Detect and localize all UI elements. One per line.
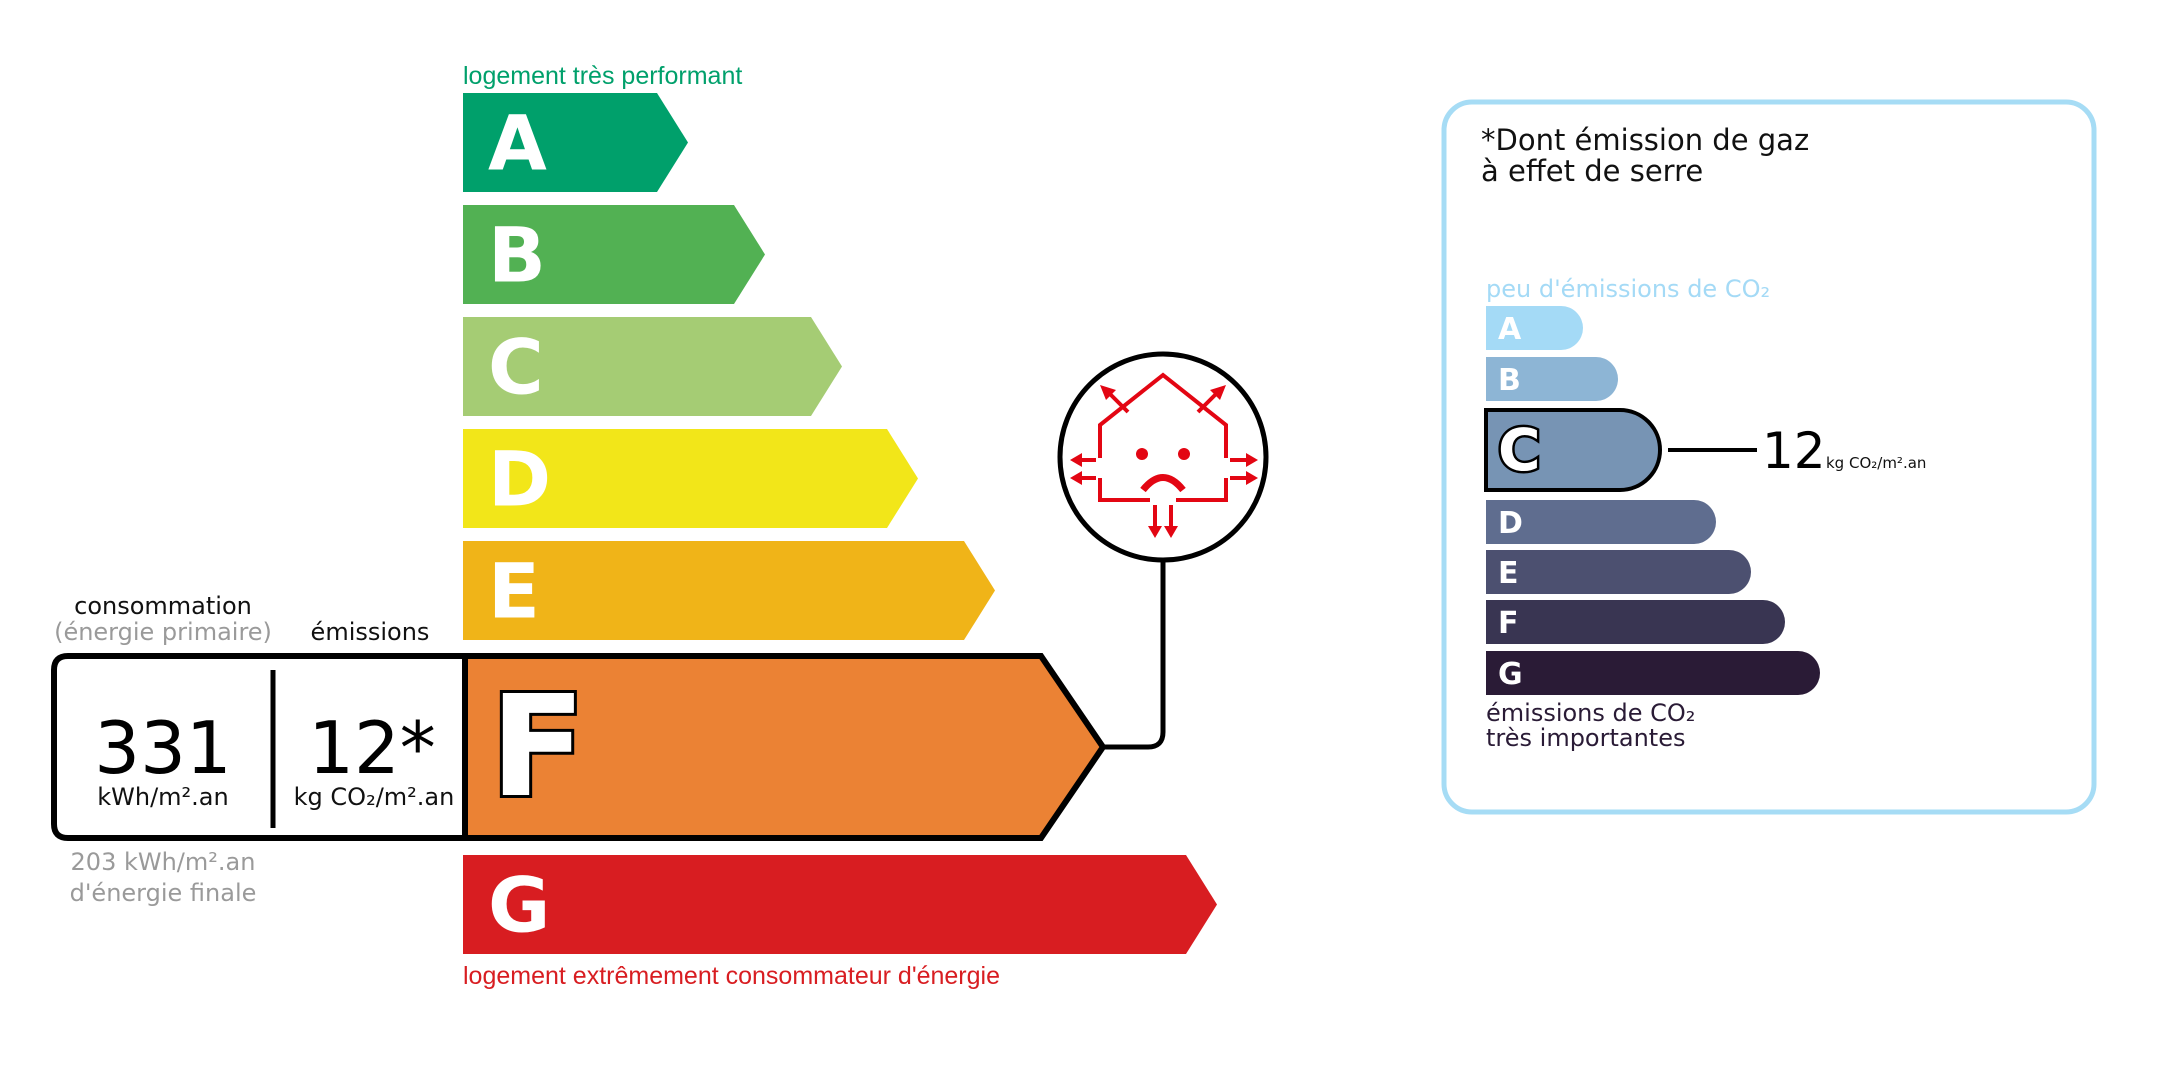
ghg-bottom-label-line1: émissions de CO₂	[1486, 699, 1695, 727]
ghg-bar	[1486, 600, 1785, 644]
consumption-sublabel: (énergie primaire)	[54, 618, 272, 646]
consumption-label: consommation	[74, 592, 252, 620]
ghg-bar	[1486, 651, 1820, 695]
consumption-value: 331	[94, 706, 231, 790]
final-energy-label: d'énergie finale	[70, 879, 257, 907]
ghg-letter: B	[1498, 363, 1521, 398]
ghg-letter: G	[1498, 657, 1523, 692]
energy-letter: C	[488, 323, 544, 412]
ghg-title-line2: à effet de serre	[1481, 154, 1703, 188]
ghg-class-e: E	[1486, 550, 1751, 594]
energy-bar	[463, 317, 842, 416]
emissions-value: 12*	[308, 706, 436, 790]
energy-class-a: A	[463, 93, 688, 192]
ghg-class-a: A	[1486, 306, 1583, 350]
energy-class-b: B	[463, 205, 765, 304]
ghg-title-line1: *Dont émission de gaz	[1481, 123, 1809, 157]
energy-bar	[463, 855, 1217, 954]
ghg-top-label: peu d'émissions de CO₂	[1486, 275, 1770, 303]
energy-class-d: D	[463, 429, 918, 528]
energy-bottom-label: logement extrêmement consommateur d'éner…	[463, 962, 1000, 990]
house-heat-loss-sad-icon	[1057, 351, 1269, 563]
icon-connector	[1105, 560, 1166, 750]
consumption-unit: kWh/m².an	[97, 783, 228, 811]
ghg-bottom-label-line2: très importantes	[1486, 724, 1686, 752]
final-energy-value: 203 kWh/m².an	[71, 848, 256, 876]
ghg-bar	[1486, 306, 1583, 350]
emissions-unit: kg CO₂/m².an	[294, 783, 455, 811]
ghg-class-d: D	[1486, 500, 1716, 544]
ghg-letter: A	[1498, 312, 1522, 347]
energy-class-e: E	[463, 541, 995, 640]
ghg-unit: kg CO₂/m².an	[1826, 454, 1926, 472]
ghg-letter: F	[1498, 606, 1519, 641]
ghg-bar	[1486, 357, 1618, 401]
values-box	[51, 653, 468, 841]
energy-top-label: logement très performant	[463, 62, 742, 90]
ghg-value: 12	[1762, 422, 1826, 480]
energy-letter: D	[488, 435, 551, 524]
ghg-class-b: B	[1486, 357, 1618, 401]
energy-class-g: G	[463, 855, 1217, 954]
ghg-bar	[1486, 550, 1751, 594]
ghg-letter: D	[1498, 506, 1523, 541]
ghg-class-c: C	[1484, 408, 1662, 492]
ghg-class-g: G	[1486, 651, 1820, 695]
energy-letter: A	[488, 99, 547, 188]
energy-bar	[463, 541, 995, 640]
energy-letter: E	[488, 547, 540, 636]
energy-bar	[463, 93, 688, 192]
ghg-class-f: F	[1486, 600, 1785, 644]
ghg-letter: E	[1498, 556, 1519, 591]
energy-letter: G	[488, 861, 550, 950]
energy-class-f: F	[462, 653, 1107, 841]
energy-bar	[463, 205, 765, 304]
ghg-letter: C	[1498, 416, 1541, 484]
energy-letter: B	[488, 211, 546, 300]
ghg-bar	[1484, 408, 1662, 492]
emissions-label: émissions	[311, 618, 430, 646]
energy-bar	[463, 429, 918, 528]
ghg-bar	[1486, 500, 1716, 544]
energy-class-c: C	[463, 317, 842, 416]
energy-letter: F	[490, 666, 586, 829]
